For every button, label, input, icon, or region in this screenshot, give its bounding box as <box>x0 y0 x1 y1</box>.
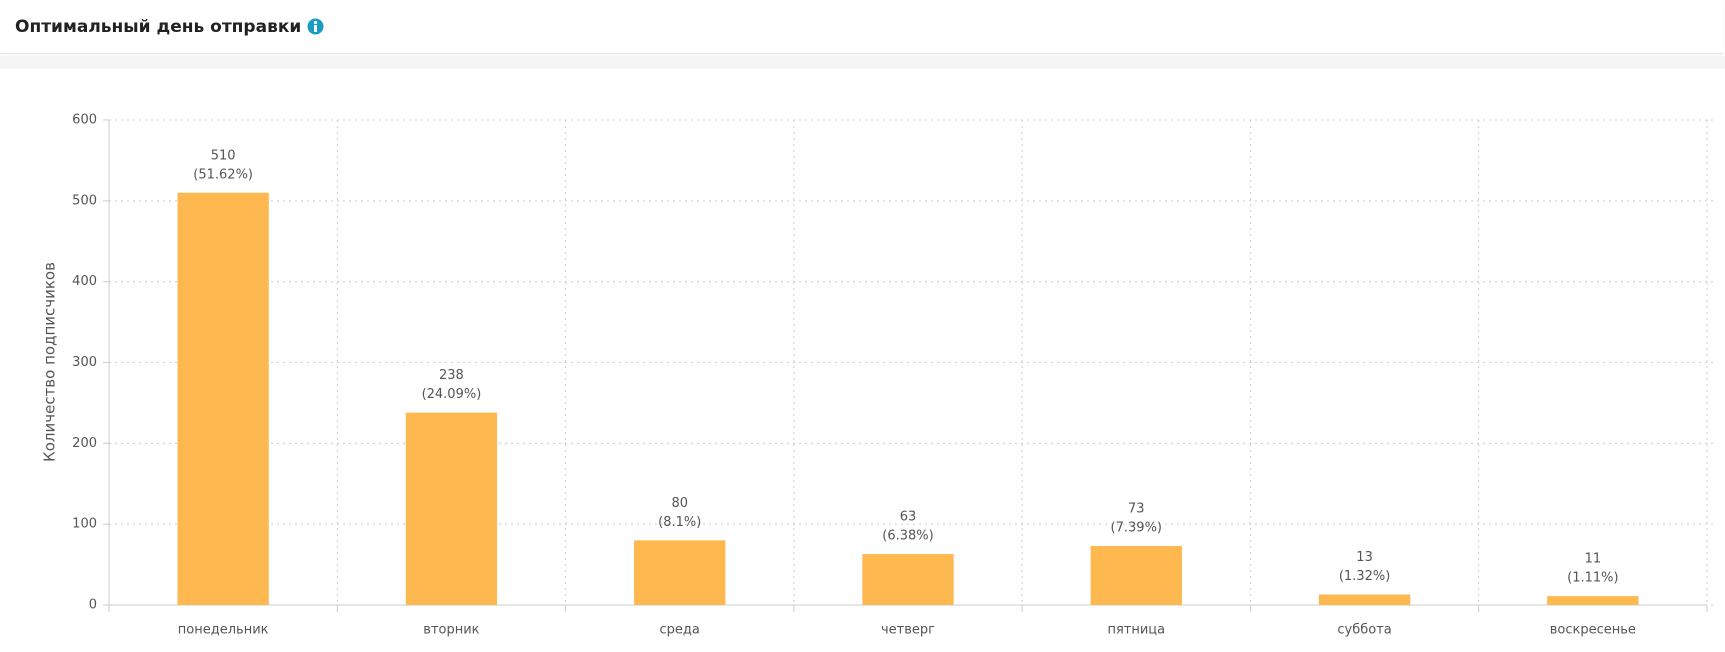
y-tick-label: 600 <box>72 113 97 128</box>
percent-label: (6.38%) <box>882 529 933 544</box>
title: Оптимальный день отправки <box>15 16 302 37</box>
percent-label: (1.11%) <box>1567 571 1618 586</box>
value-label: 13 <box>1356 550 1373 565</box>
y-tick-label: 300 <box>72 355 97 370</box>
y-axis-label: Количество подписчиков <box>41 262 59 462</box>
percent-label: (1.32%) <box>1339 569 1390 584</box>
bar <box>1318 594 1411 605</box>
separator <box>0 56 1725 69</box>
value-label: 238 <box>439 368 464 383</box>
percent-label: (7.39%) <box>1111 520 1162 535</box>
y-tick-label: 200 <box>72 436 97 451</box>
x-tick-label: понедельник <box>178 623 269 638</box>
value-label: 73 <box>1128 501 1145 516</box>
bar <box>405 412 498 605</box>
y-tick-label: 500 <box>72 193 97 208</box>
percent-label: (51.62%) <box>193 167 253 182</box>
x-tick-label: среда <box>660 623 700 638</box>
percent-label: (8.1%) <box>658 515 701 530</box>
header: Оптимальный день отправки <box>0 0 1723 54</box>
x-tick-label: вторник <box>423 623 479 638</box>
x-tick-label: воскресенье <box>1550 623 1636 638</box>
info-icon[interactable] <box>307 18 324 35</box>
bar <box>1090 545 1182 605</box>
x-tick-label: четверг <box>881 623 935 638</box>
bar <box>177 192 269 605</box>
percent-label: (24.09%) <box>422 387 482 402</box>
value-label: 63 <box>900 510 917 525</box>
value-label: 11 <box>1585 552 1602 567</box>
bar <box>862 554 954 605</box>
y-tick-label: 100 <box>72 517 97 532</box>
bar <box>1547 596 1639 605</box>
bar <box>634 540 726 605</box>
y-tick-label: 400 <box>72 274 97 289</box>
value-label: 510 <box>211 148 236 163</box>
value-label: 80 <box>671 496 688 511</box>
y-tick-label: 0 <box>89 598 97 613</box>
x-tick-label: пятница <box>1107 623 1165 638</box>
x-tick-label: суббота <box>1337 623 1391 638</box>
